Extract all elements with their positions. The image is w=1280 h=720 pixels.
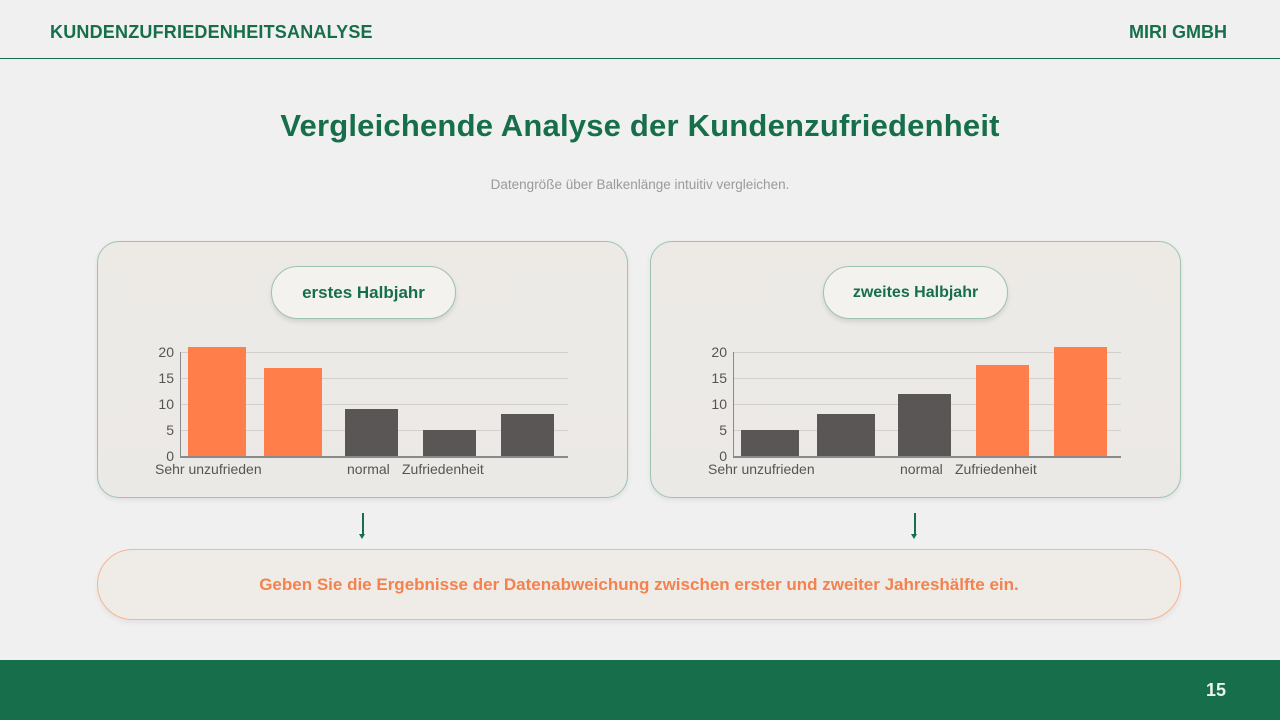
- y-tick-label: 0: [719, 448, 727, 464]
- y-tick-label: 5: [166, 422, 174, 438]
- slide-footer: 15: [0, 660, 1280, 720]
- bar-chart: 0 5 10 15 20 Sehr unzufrieden normal Zufriedenh…: [98, 242, 629, 499]
- bar: [976, 365, 1029, 456]
- bar: [264, 367, 322, 456]
- result-input-callout[interactable]: Geben Sie die Ergebnisse der Datenabweic…: [97, 549, 1181, 620]
- gridline: [180, 404, 568, 405]
- y-axis: [180, 352, 181, 456]
- y-tick-label: 10: [711, 396, 727, 412]
- x-tick-label: Sehr unzufrieden: [155, 461, 262, 477]
- y-tick-label: 0: [166, 448, 174, 464]
- gridline: [733, 352, 1121, 353]
- gridline: [733, 378, 1121, 379]
- chart-panel-first-half: erstes Halbjahr 0 5 10 15 20 Sehr unzufrieden…: [97, 241, 628, 498]
- page-number: 15: [1205, 680, 1226, 700]
- gridline: [180, 378, 568, 379]
- page-title: Vergleichende Analyse der Kundenzufriede…: [280, 108, 1000, 143]
- bar: [817, 414, 875, 456]
- bar-chart: 0 5 10 15 20 Sehr unzufrieden normal Zufriedenh…: [651, 242, 1182, 499]
- chart-title-pill: zweites Halbjahr: [823, 266, 1008, 319]
- company-name: MIRI GMBH: [1129, 22, 1227, 42]
- bar: [741, 430, 799, 456]
- x-axis: [733, 456, 1121, 458]
- chart-panel-second-half: zweites Halbjahr 0 5 10 15 20 Sehr unzufriede…: [650, 241, 1181, 498]
- x-tick-label: normal: [347, 461, 390, 477]
- y-tick-label: 20: [158, 344, 174, 360]
- y-axis: [733, 352, 734, 456]
- callout-text: Geben Sie die Ergebnisse der Datenabweic…: [259, 574, 1019, 594]
- bar: [898, 393, 951, 456]
- y-tick-label: 10: [158, 396, 174, 412]
- gridline: [180, 352, 568, 353]
- bar: [501, 414, 554, 456]
- y-tick-label: 20: [711, 344, 727, 360]
- x-tick-label: normal: [900, 461, 943, 477]
- x-tick-label: Zufriedenheit: [402, 461, 484, 477]
- x-tick-label: Zufriedenheit: [955, 461, 1037, 477]
- section-title: KUNDENZUFRIEDENHEITSANALYSE: [50, 22, 373, 42]
- down-arrow-icon: [359, 513, 365, 539]
- bar: [423, 430, 476, 456]
- bar: [1054, 346, 1107, 456]
- bar: [345, 409, 398, 456]
- y-tick-label: 15: [711, 370, 727, 386]
- x-axis: [180, 456, 568, 458]
- x-tick-label: Sehr unzufrieden: [708, 461, 815, 477]
- down-arrow-icon: [911, 513, 917, 539]
- page-subtitle: Datengröße über Balkenlänge intuitiv ver…: [490, 177, 790, 192]
- chart-title-pill: erstes Halbjahr: [271, 266, 456, 319]
- slide-header: KUNDENZUFRIEDENHEITSANALYSE MIRI GMBH: [0, 0, 1280, 59]
- bar: [188, 346, 246, 456]
- y-tick-label: 15: [158, 370, 174, 386]
- y-tick-label: 5: [719, 422, 727, 438]
